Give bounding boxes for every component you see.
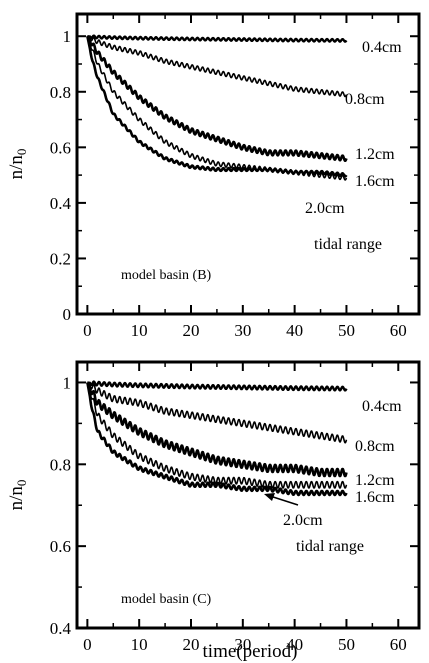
axis-ticks <box>77 14 419 315</box>
legend-title: tidal range <box>296 538 364 555</box>
series-line-1.2cm <box>86 381 348 478</box>
y-axis-title: n/n0 <box>6 480 29 511</box>
x-tick-label: 0 <box>83 635 92 654</box>
panel-label: model basin (C) <box>121 592 212 607</box>
x-tick-label: 30 <box>234 321 251 340</box>
x-tick-label: 60 <box>390 635 407 654</box>
callout-arrow <box>264 493 299 506</box>
panel-label: model basin (B) <box>121 268 212 283</box>
series-label-0.8cm: 0.8cm <box>355 438 395 455</box>
chart-panel-c: 0 10 20 30 40 50 60 0.4 0.6 0.8 1 0.4cm 0.8cm 1.2c… <box>6 360 421 662</box>
series-label-1.6cm: 1.6cm <box>355 489 395 506</box>
series-label-0.4cm: 0.4cm <box>362 39 402 56</box>
series-line-1.6cm <box>86 382 348 489</box>
x-tick-label: 40 <box>286 635 303 654</box>
series-line-0.4cm <box>86 34 348 43</box>
series-label-2.0cm: 2.0cm <box>305 200 345 217</box>
series-label-2.0cm: 2.0cm <box>283 512 323 529</box>
series-line-0.8cm <box>86 35 348 98</box>
series-group <box>86 380 348 497</box>
y-axis-title-main: n/n <box>6 155 27 180</box>
series-line-1.6cm <box>86 35 348 181</box>
y-tick-label: 0.8 <box>50 455 71 474</box>
x-axis-title: time(period) <box>203 641 298 662</box>
x-tick-label: 0 <box>83 321 92 340</box>
series-line-2.0cm <box>86 382 348 497</box>
series-line-0.8cm <box>86 381 348 444</box>
y-axis-title-main: n/n <box>6 486 27 511</box>
y-tick-label: 0.2 <box>50 249 71 268</box>
axis-tick-labels: 0 10 20 30 40 50 60 0 0.2 0.4 0.6 0.8 1 <box>50 27 407 340</box>
x-tick-label: 10 <box>131 321 148 340</box>
series-group <box>86 34 348 181</box>
x-tick-label: 50 <box>338 635 355 654</box>
y-tick-label: 0.8 <box>50 83 71 102</box>
series-label-0.8cm: 0.8cm <box>345 91 385 108</box>
axis-tick-labels: 0 10 20 30 40 50 60 0.4 0.6 0.8 1 <box>50 373 407 654</box>
y-tick-label: 0.4 <box>50 194 72 213</box>
y-tick-label: 1 <box>63 373 72 392</box>
series-label-1.2cm: 1.2cm <box>355 146 395 163</box>
y-tick-label: 0.4 <box>50 619 72 638</box>
series-label-1.6cm: 1.6cm <box>355 173 395 190</box>
y-tick-label: 0 <box>63 305 72 324</box>
plot-frame <box>75 360 421 630</box>
y-tick-label: 1 <box>63 27 72 46</box>
x-tick-label: 10 <box>131 635 148 654</box>
x-tick-label: 20 <box>183 635 200 654</box>
axis-ticks <box>77 362 419 629</box>
series-label-0.4cm: 0.4cm <box>362 398 402 415</box>
legend-title: tidal range <box>314 236 382 253</box>
series-line-2.0cm <box>86 35 348 178</box>
x-tick-label: 50 <box>338 321 355 340</box>
y-axis-title: n/n0 <box>6 149 29 180</box>
x-tick-label: 20 <box>183 321 200 340</box>
series-line-0.4cm <box>86 380 348 392</box>
series-label-1.2cm: 1.2cm <box>355 472 395 489</box>
y-tick-label: 0.6 <box>50 138 71 157</box>
y-axis-title-subscript: 0 <box>14 149 29 156</box>
x-tick-label: 30 <box>234 635 251 654</box>
y-tick-label: 0.6 <box>50 537 71 556</box>
y-axis-title-subscript: 0 <box>14 480 29 487</box>
x-tick-label: 40 <box>286 321 303 340</box>
series-line-1.2cm <box>86 35 348 163</box>
x-tick-label: 60 <box>390 321 407 340</box>
plot-frame <box>75 12 421 316</box>
